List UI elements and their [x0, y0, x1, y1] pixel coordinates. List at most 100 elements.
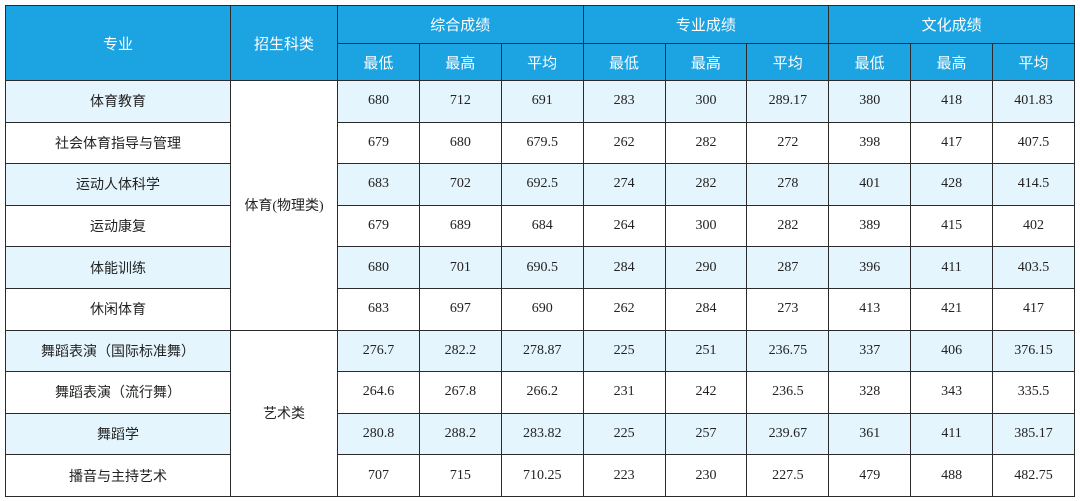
score-cell: 290: [664, 246, 748, 289]
score-cell: 413: [828, 287, 912, 331]
sub-header: 最低: [582, 43, 666, 81]
score-cell: 389: [828, 204, 912, 248]
table-row: 舞蹈表演（流行舞） 264.6 267.8 266.2 231 242 236.5 328 34…: [5, 371, 1075, 414]
score-cell: 679: [337, 121, 420, 165]
table-row: 舞蹈表演（国际标准舞） 艺术类 276.7 282.2 278.87 225 251 236.…: [5, 329, 1075, 497]
score-cell: 690: [500, 287, 584, 331]
score-cell: 227.5: [746, 454, 830, 497]
score-cell: 278.87: [500, 329, 584, 373]
table-row: 舞蹈学 280.8 288.2 283.82 225 257 239.67 361 411 385…: [5, 412, 1075, 456]
score-cell: 411: [910, 246, 993, 289]
score-cell: 406: [910, 329, 993, 373]
group-header: 文化成绩: [828, 5, 1075, 44]
major-cell: 运动康复: [5, 204, 231, 248]
score-cell: 267.8: [418, 371, 502, 414]
major-cell: 社会体育指导与管理: [5, 121, 231, 165]
score-cell: 715: [418, 454, 502, 497]
score-cell: 274: [582, 163, 666, 206]
score-cell: 282.2: [418, 329, 502, 373]
score-cell: 418: [910, 80, 993, 123]
score-cell: 415: [910, 204, 993, 248]
table-row: 社会体育指导与管理 679 680 679.5 262 282 272 398 417 407.5: [5, 121, 1075, 165]
score-cell: 283.82: [500, 412, 584, 456]
score-cell: 385.17: [992, 412, 1075, 456]
score-cell: 710.25: [500, 454, 584, 497]
major-cell: 休闲体育: [5, 287, 231, 331]
score-cell: 396: [828, 246, 912, 289]
sub-header: 平均: [500, 43, 584, 81]
score-cell: 428: [910, 163, 993, 206]
score-cell: 683: [337, 287, 420, 331]
table-row: 播音与主持艺术 707 715 710.25 223 230 227.5 479 488 482.…: [5, 454, 1075, 497]
score-cell: 417: [910, 121, 993, 165]
score-cell: 288.2: [418, 412, 502, 456]
score-cell: 223: [582, 454, 666, 497]
score-cell: 701: [418, 246, 502, 289]
major-cell: 体育教育: [5, 80, 231, 123]
score-cell: 266.2: [500, 371, 584, 414]
score-cell: 343: [910, 371, 993, 414]
major-cell: 播音与主持艺术: [5, 454, 231, 497]
table-row: 体育教育 体育(物理类) 680 712 691 283 300 289.17 380 418 40…: [5, 80, 1075, 331]
score-cell: 282: [664, 121, 748, 165]
score-cell: 283: [582, 80, 666, 123]
score-cell: 398: [828, 121, 912, 165]
sub-header: 最高: [910, 43, 993, 81]
score-cell: 684: [500, 204, 584, 248]
score-cell: 273: [746, 287, 830, 331]
score-cell: 225: [582, 412, 666, 456]
score-cell: 417: [992, 287, 1075, 331]
score-cell: 239.67: [746, 412, 830, 456]
score-cell: 690.5: [500, 246, 584, 289]
score-cell: 300: [664, 204, 748, 248]
score-cell: 421: [910, 287, 993, 331]
group-header: 综合成绩: [337, 5, 584, 44]
score-table: 专业 招生科类 综合成绩 专业成绩 文化成绩 最低 最高 平均 最低 最高 平均 最低 最高 平均 体育…: [5, 5, 1075, 497]
header-cell: 招生科类: [230, 5, 338, 81]
table-row: 运动康复 679 689 684 264 300 282 389 415 402: [5, 204, 1075, 248]
score-cell: 284: [582, 246, 666, 289]
score-cell: 692.5: [500, 163, 584, 206]
score-cell: 289.17: [746, 80, 830, 123]
score-cell: 225: [582, 329, 666, 373]
score-cell: 403.5: [992, 246, 1075, 289]
category-cell: 体育(物理类): [230, 80, 338, 331]
score-cell: 262: [582, 121, 666, 165]
score-cell: 680: [337, 80, 420, 123]
sub-header: 最低: [828, 43, 912, 81]
score-cell: 337: [828, 329, 912, 373]
score-cell: 402: [992, 204, 1075, 248]
major-cell: 舞蹈学: [5, 412, 231, 456]
score-cell: 401.83: [992, 80, 1075, 123]
table-header: 专业 招生科类 综合成绩 专业成绩 文化成绩 最低 最高 平均 最低 最高 平均 最低 最高 平均: [5, 5, 1075, 81]
major-cell: 运动人体科学: [5, 163, 231, 206]
score-cell: 707: [337, 454, 420, 497]
group-header: 专业成绩: [582, 5, 830, 44]
score-cell: 488: [910, 454, 993, 497]
score-cell: 407.5: [992, 121, 1075, 165]
score-cell: 328: [828, 371, 912, 414]
score-cell: 257: [664, 412, 748, 456]
score-cell: 702: [418, 163, 502, 206]
score-cell: 683: [337, 163, 420, 206]
score-cell: 278: [746, 163, 830, 206]
score-cell: 242: [664, 371, 748, 414]
sub-header: 最低: [337, 43, 420, 81]
major-cell: 体能训练: [5, 246, 231, 289]
score-cell: 691: [500, 80, 584, 123]
score-cell: 300: [664, 80, 748, 123]
score-cell: 679: [337, 204, 420, 248]
score-cell: 680: [418, 121, 502, 165]
score-cell: 679.5: [500, 121, 584, 165]
table-row: 休闲体育 683 697 690 262 284 273 413 421 417: [5, 287, 1075, 331]
score-cell: 401: [828, 163, 912, 206]
score-cell: 264.6: [337, 371, 420, 414]
score-cell: 361: [828, 412, 912, 456]
score-cell: 272: [746, 121, 830, 165]
score-cell: 264: [582, 204, 666, 248]
score-cell: 697: [418, 287, 502, 331]
header-cell: 专业: [5, 5, 231, 81]
score-cell: 282: [746, 204, 830, 248]
score-cell: 262: [582, 287, 666, 331]
